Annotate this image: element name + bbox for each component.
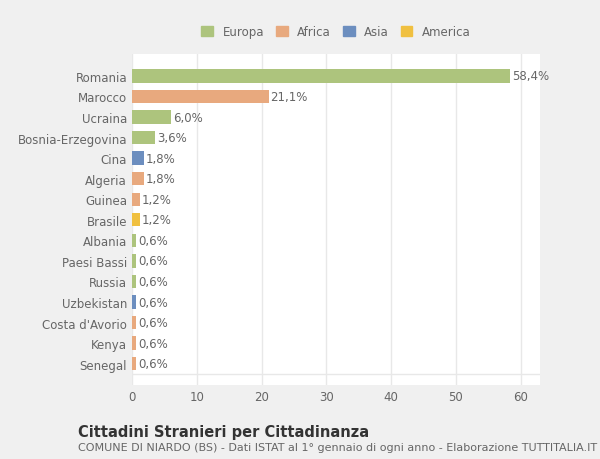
- Bar: [132, 173, 143, 186]
- Bar: [132, 255, 136, 268]
- Text: 0,6%: 0,6%: [138, 316, 167, 330]
- Text: 0,6%: 0,6%: [138, 235, 167, 247]
- Text: Cittadini Stranieri per Cittadinanza: Cittadini Stranieri per Cittadinanza: [78, 425, 369, 440]
- Bar: [132, 132, 155, 145]
- Bar: [132, 70, 510, 84]
- Bar: [132, 152, 143, 165]
- Bar: [132, 213, 140, 227]
- Bar: [132, 111, 171, 124]
- Bar: [132, 316, 136, 330]
- Text: 21,1%: 21,1%: [271, 91, 308, 104]
- Legend: Europa, Africa, Asia, America: Europa, Africa, Asia, America: [197, 21, 475, 44]
- Text: 0,6%: 0,6%: [138, 275, 167, 288]
- Text: 1,2%: 1,2%: [142, 193, 172, 206]
- Text: 6,0%: 6,0%: [173, 111, 203, 124]
- Text: 3,6%: 3,6%: [157, 132, 187, 145]
- Bar: [132, 275, 136, 289]
- Text: COMUNE DI NIARDO (BS) - Dati ISTAT al 1° gennaio di ogni anno - Elaborazione TUT: COMUNE DI NIARDO (BS) - Dati ISTAT al 1°…: [78, 442, 597, 452]
- Text: 1,8%: 1,8%: [146, 152, 175, 165]
- Bar: [132, 357, 136, 370]
- Text: 1,2%: 1,2%: [142, 214, 172, 227]
- Bar: [132, 296, 136, 309]
- Bar: [132, 90, 269, 104]
- Bar: [132, 193, 140, 207]
- Text: 0,6%: 0,6%: [138, 296, 167, 309]
- Text: 0,6%: 0,6%: [138, 358, 167, 370]
- Bar: [132, 234, 136, 247]
- Text: 1,8%: 1,8%: [146, 173, 175, 186]
- Bar: [132, 337, 136, 350]
- Text: 0,6%: 0,6%: [138, 337, 167, 350]
- Text: 0,6%: 0,6%: [138, 255, 167, 268]
- Text: 58,4%: 58,4%: [512, 70, 549, 83]
